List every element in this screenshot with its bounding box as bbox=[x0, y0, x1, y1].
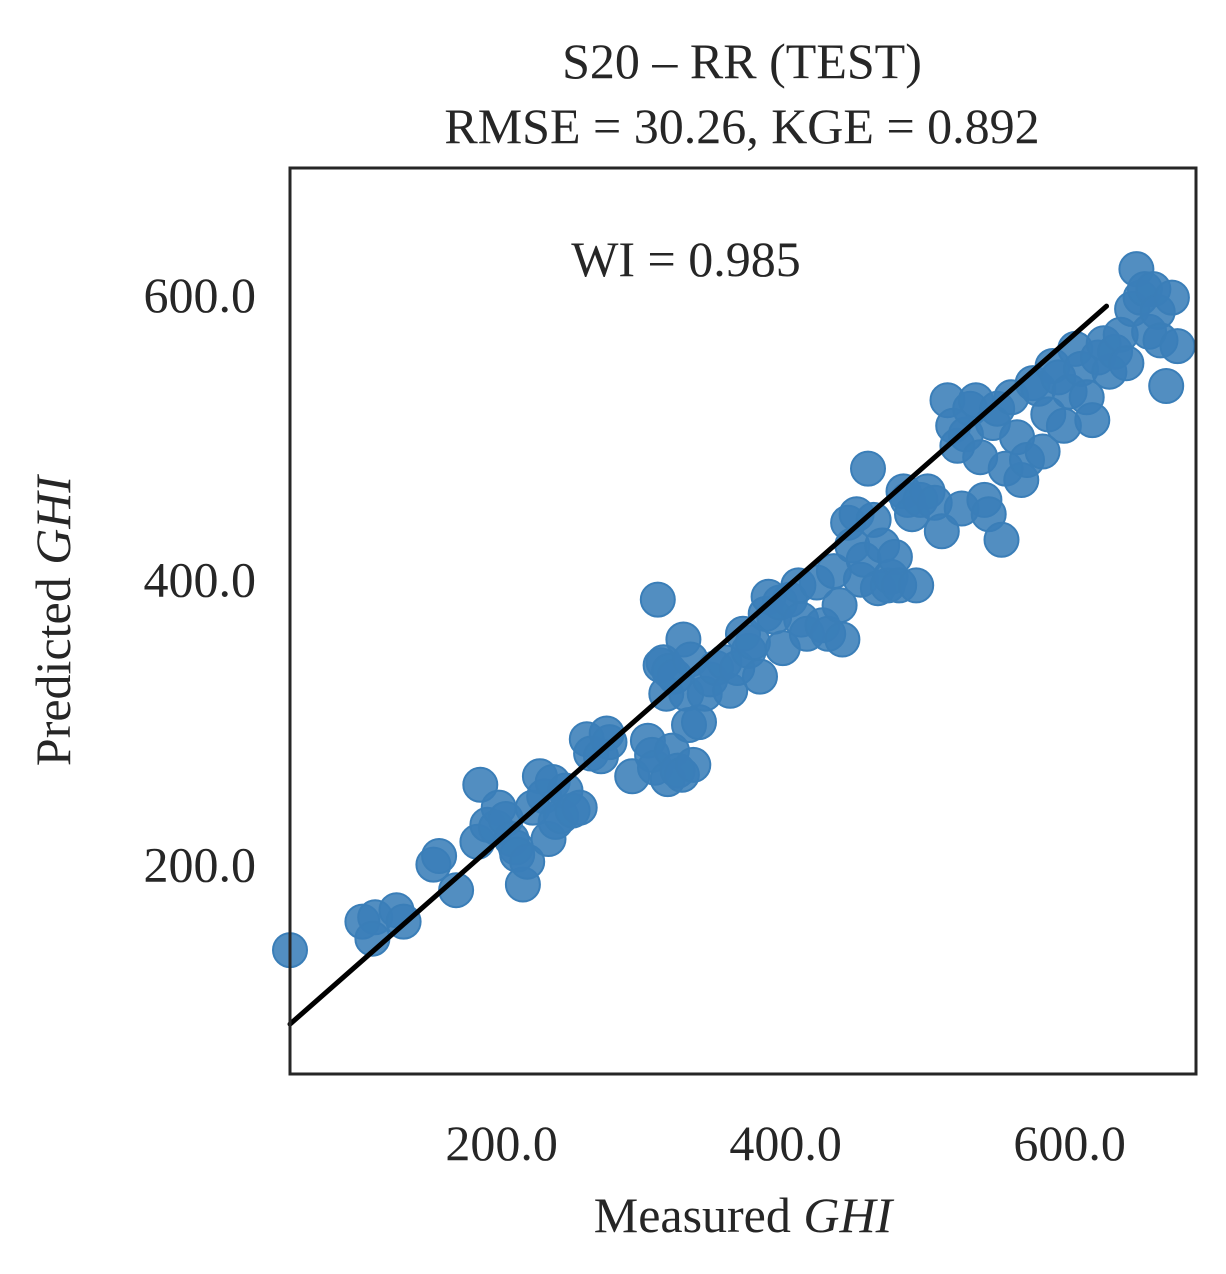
y-axis-label-prefix: Predicted bbox=[25, 565, 81, 766]
y-axis-label: Predicted GHI bbox=[25, 474, 81, 767]
data-point bbox=[1153, 279, 1190, 316]
x-axis-label: Measured GHI bbox=[594, 1187, 895, 1243]
data-point bbox=[639, 581, 676, 618]
plot-frame bbox=[288, 166, 1198, 1076]
points-layer bbox=[272, 251, 1196, 969]
wi-annotation: WI = 0.985 bbox=[571, 231, 801, 287]
y-tick-label: 400.0 bbox=[144, 552, 257, 608]
x-axis-label-variable: GHI bbox=[803, 1187, 894, 1243]
data-point bbox=[1108, 345, 1145, 382]
data-point bbox=[824, 621, 861, 658]
y-tick-label: 600.0 bbox=[144, 267, 257, 323]
x-axis-ticks: 200.0 400.0 600.0 bbox=[445, 1115, 1126, 1171]
data-point bbox=[1148, 368, 1185, 404]
data-point bbox=[1024, 433, 1061, 470]
chart-title-line2: RMSE = 30.26, KGE = 0.892 bbox=[444, 98, 1039, 154]
chart-title-line1: S20 – RR (TEST) bbox=[562, 33, 922, 89]
data-point bbox=[850, 450, 886, 487]
x-tick-label: 600.0 bbox=[1013, 1115, 1126, 1171]
data-point bbox=[898, 567, 935, 604]
data-point bbox=[983, 521, 1020, 558]
y-axis-ticks: 200.0 400.0 600.0 bbox=[144, 267, 257, 893]
x-tick-label: 400.0 bbox=[729, 1115, 842, 1171]
data-point bbox=[509, 843, 546, 880]
data-point bbox=[421, 838, 458, 874]
x-tick-label: 200.0 bbox=[445, 1115, 558, 1171]
data-point bbox=[742, 658, 778, 695]
data-point bbox=[923, 513, 960, 550]
data-point bbox=[1159, 328, 1196, 365]
y-tick-label: 200.0 bbox=[144, 837, 257, 893]
fit-line bbox=[287, 303, 1110, 1027]
data-point bbox=[1074, 402, 1111, 439]
plot-area bbox=[272, 251, 1196, 1027]
y-axis-label-variable: GHI bbox=[25, 474, 81, 565]
data-point bbox=[561, 789, 598, 826]
x-axis-label-prefix: Measured bbox=[594, 1187, 804, 1243]
data-point bbox=[675, 746, 712, 783]
